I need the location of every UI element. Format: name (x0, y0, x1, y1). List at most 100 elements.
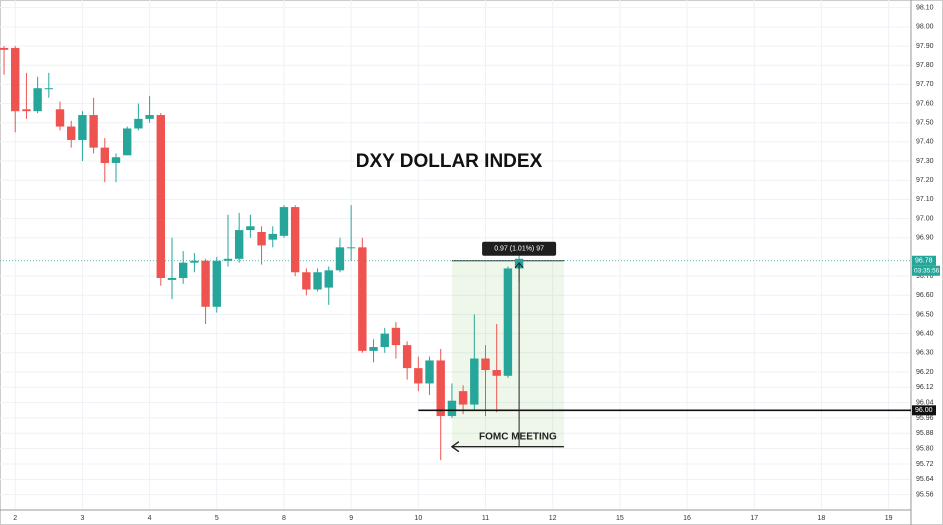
candle-body (78, 115, 87, 140)
y-tick-label: 97.00 (916, 215, 934, 222)
candle-body (447, 400, 457, 417)
y-tick-label: 98.00 (916, 24, 934, 31)
candle-body (268, 233, 277, 240)
fomc-arrowhead (450, 441, 460, 453)
candle-body (223, 258, 233, 261)
candle-body (100, 147, 110, 163)
candle-body (156, 115, 165, 279)
y-tick-label: 95.64 (916, 476, 934, 483)
y-tick-label: 95.96 (916, 415, 934, 422)
y-tick-label: 95.56 (916, 492, 934, 499)
x-tick-label: 3 (80, 515, 84, 522)
y-tick-label: 97.50 (916, 120, 934, 127)
y-tick-label: 95.80 (916, 445, 934, 452)
candle-body (257, 231, 266, 246)
y-tick-label: 96.30 (916, 350, 934, 357)
y-tick-label: 96.20 (916, 369, 934, 376)
candle-body (145, 115, 154, 119)
y-tick-label: 97.20 (916, 177, 934, 184)
candle-body (481, 358, 490, 371)
candle-body (178, 262, 188, 279)
candle-body (67, 126, 76, 140)
candle-body (167, 278, 177, 280)
y-tick-label: 95.72 (916, 461, 934, 468)
countdown: 03:35:56 (914, 267, 940, 274)
y-tick-label: 97.80 (916, 62, 934, 69)
y-tick-label: 97.90 (916, 43, 934, 50)
y-tick-label: 97.60 (916, 100, 934, 107)
x-tick-label: 12 (549, 515, 557, 522)
candle-body (458, 391, 468, 405)
y-tick-label: 97.10 (916, 196, 934, 203)
candle-body (425, 360, 434, 384)
candle-body (234, 230, 244, 259)
candle-body (369, 347, 378, 351)
x-tick-label: 4 (148, 515, 152, 522)
x-tick-label: 8 (282, 515, 286, 522)
y-tick-label: 98.10 (916, 5, 934, 12)
y-tick-label: 97.30 (916, 158, 934, 165)
candle-body (33, 88, 42, 112)
measure-label-bg (482, 241, 557, 256)
candle-body (324, 270, 333, 288)
y-tick-label: 96.50 (916, 311, 934, 318)
chart-title: DXY DOLLAR INDEX (356, 151, 543, 172)
candle-body (55, 109, 65, 127)
candle-body (436, 360, 445, 417)
candle-body (391, 327, 401, 346)
x-tick-label: 16 (683, 515, 691, 522)
x-tick-label: 15 (616, 515, 624, 522)
y-tick-label: 96.70 (916, 273, 934, 280)
candle-body (414, 368, 423, 384)
y-tick-label: 96.90 (916, 235, 934, 242)
candle-body (358, 247, 367, 351)
measure-arrowhead (514, 261, 524, 269)
candle-body (190, 260, 199, 263)
annotation: FOMC MEETING (479, 431, 557, 442)
x-tick-label: 5 (215, 515, 219, 522)
measure-label: 0.97 (1.01%) 97 (494, 246, 544, 253)
x-tick-label: 9 (349, 515, 353, 522)
candle-body (122, 128, 132, 156)
candle-body (212, 260, 221, 307)
hline-label-bg (912, 405, 936, 416)
hline-label: 96.00 (915, 407, 933, 414)
last-price-label: 96.78 (915, 258, 933, 265)
candle-body (313, 272, 322, 290)
y-tick-label: 95.88 (916, 430, 934, 437)
candle-body (290, 207, 300, 273)
x-tick-label: 19 (885, 515, 893, 522)
candle-body (22, 109, 31, 112)
countdown-bg (912, 265, 940, 276)
candle-body (134, 118, 143, 129)
y-tick-label: 96.04 (916, 399, 934, 406)
candle-body (402, 345, 412, 369)
x-tick-label: 11 (482, 515, 489, 522)
candle-body (503, 268, 513, 376)
candle-body (380, 333, 389, 348)
x-tick-label: 17 (750, 515, 758, 522)
x-tick-label: 2 (13, 515, 17, 522)
candle-body (0, 47, 9, 50)
candle-body (470, 358, 479, 405)
candle-body (302, 272, 311, 290)
y-tick-label: 96.12 (916, 384, 934, 391)
y-tick-label: 96.40 (916, 330, 934, 337)
candle-body (111, 157, 121, 163)
y-tick-label: 96.60 (916, 292, 934, 299)
x-tick-label: 18 (818, 515, 826, 522)
candle-body (246, 226, 255, 231)
candle-body (44, 88, 54, 90)
candle-body (11, 47, 20, 112)
last-price-bg (912, 255, 936, 266)
candle-body (89, 115, 98, 148)
candle-body (346, 247, 356, 249)
y-tick-label: 97.40 (916, 139, 934, 146)
candle-body (492, 370, 501, 376)
y-tick-label: 97.70 (916, 81, 934, 88)
x-tick-label: 10 (414, 515, 422, 522)
candle-body (335, 247, 345, 271)
candle-body (201, 260, 210, 307)
candle-body (279, 207, 289, 236)
